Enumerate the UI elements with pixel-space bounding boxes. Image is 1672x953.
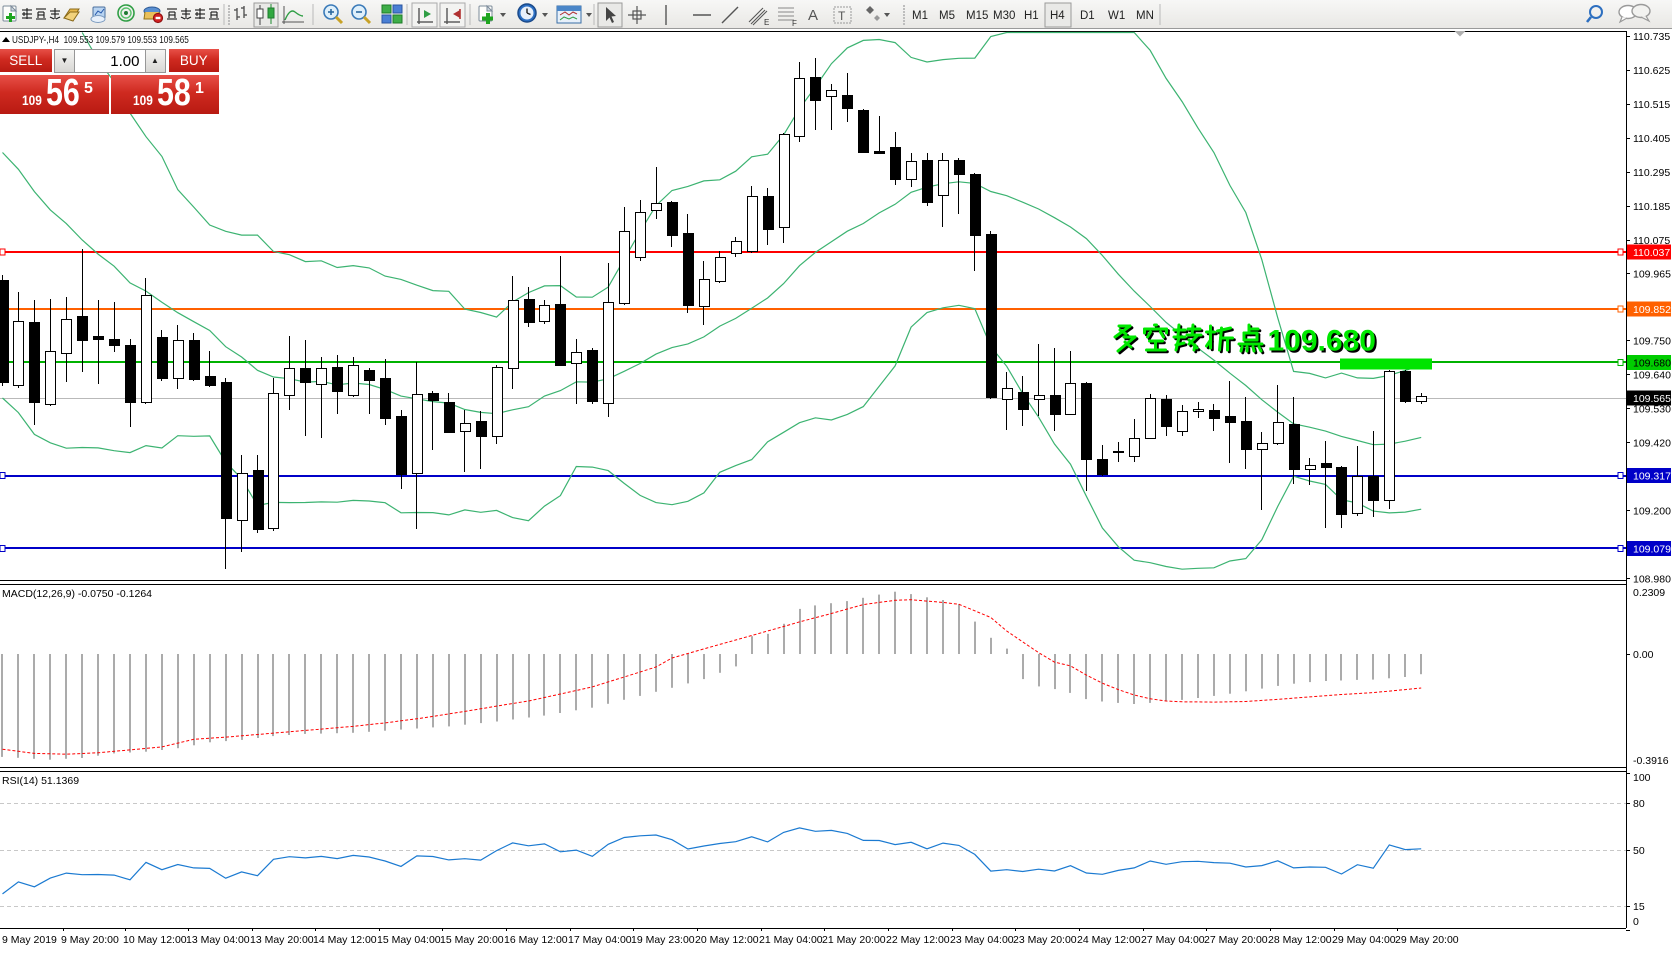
- svg-text:D1: D1: [1080, 10, 1095, 22]
- svg-text:109.965: 109.965: [1633, 268, 1671, 280]
- svg-text:15: 15: [1633, 901, 1645, 913]
- svg-text:15 May 20:00: 15 May 20:00: [440, 934, 504, 946]
- svg-text:27 May 04:00: 27 May 04:00: [1141, 934, 1205, 946]
- svg-text:0.00: 0.00: [1633, 649, 1654, 661]
- svg-text:M15: M15: [966, 10, 988, 22]
- svg-text:22 May 12:00: 22 May 12:00: [886, 934, 950, 946]
- svg-text:110.735: 110.735: [1633, 31, 1670, 43]
- svg-text:15 May 04:00: 15 May 04:00: [377, 934, 441, 946]
- svg-text:109.530: 109.530: [1633, 403, 1671, 415]
- svg-text:9 May 2019: 9 May 2019: [2, 934, 57, 946]
- svg-text:M30: M30: [993, 10, 1015, 22]
- svg-text:19 May 23:00: 19 May 23:00: [631, 934, 695, 946]
- svg-text:H4: H4: [1050, 10, 1065, 22]
- svg-text:24 May 12:00: 24 May 12:00: [1077, 934, 1141, 946]
- svg-text:H1: H1: [1024, 10, 1039, 22]
- svg-text:T: T: [838, 9, 846, 23]
- svg-text:109.680: 109.680: [1270, 327, 1378, 360]
- svg-text:MN: MN: [1136, 10, 1154, 22]
- svg-text:23 May 04:00: 23 May 04:00: [950, 934, 1014, 946]
- svg-text:108.980: 108.980: [1633, 573, 1671, 585]
- svg-text:109.852: 109.852: [1633, 304, 1671, 316]
- svg-text:21 May 20:00: 21 May 20:00: [822, 934, 886, 946]
- svg-text:9 May 20:00: 9 May 20:00: [61, 934, 119, 946]
- svg-text:109.317: 109.317: [1633, 471, 1671, 483]
- svg-text:F: F: [792, 19, 797, 28]
- svg-text:23 May 20:00: 23 May 20:00: [1013, 934, 1077, 946]
- svg-text:109.750: 109.750: [1633, 336, 1671, 348]
- svg-text:RSI(14) 51.1369: RSI(14) 51.1369: [2, 775, 79, 787]
- svg-text:110.185: 110.185: [1633, 201, 1670, 213]
- svg-text:-0.3916: -0.3916: [1633, 755, 1669, 767]
- svg-text:M1: M1: [912, 10, 928, 22]
- svg-text:13 May 20:00: 13 May 20:00: [250, 934, 314, 946]
- svg-text:110.075: 110.075: [1633, 235, 1670, 247]
- svg-text:17 May 04:00: 17 May 04:00: [568, 934, 632, 946]
- svg-text:110.625: 110.625: [1633, 65, 1670, 77]
- svg-text:29 May 20:00: 29 May 20:00: [1395, 934, 1459, 946]
- svg-text:28 May 12:00: 28 May 12:00: [1268, 934, 1332, 946]
- svg-text:109.420: 109.420: [1633, 437, 1671, 449]
- svg-text:109.079: 109.079: [1633, 544, 1671, 556]
- svg-text:W1: W1: [1108, 10, 1125, 22]
- svg-text:27 May 20:00: 27 May 20:00: [1204, 934, 1268, 946]
- svg-text:109.200: 109.200: [1633, 505, 1671, 517]
- svg-text:20 May 12:00: 20 May 12:00: [695, 934, 759, 946]
- svg-text:110.405: 110.405: [1633, 133, 1670, 145]
- svg-text:0.2309: 0.2309: [1633, 587, 1665, 599]
- svg-text:13 May 04:00: 13 May 04:00: [186, 934, 250, 946]
- svg-text:21 May 04:00: 21 May 04:00: [759, 934, 823, 946]
- svg-text:109.680: 109.680: [1268, 325, 1376, 358]
- svg-text:10 May 12:00: 10 May 12:00: [123, 934, 187, 946]
- svg-text:109.680: 109.680: [1633, 358, 1671, 370]
- svg-text:50: 50: [1633, 845, 1645, 857]
- svg-text:14 May 12:00: 14 May 12:00: [313, 934, 377, 946]
- svg-text:110.295: 110.295: [1633, 167, 1670, 179]
- svg-text:M5: M5: [939, 10, 955, 22]
- svg-text:109.565: 109.565: [1633, 393, 1671, 405]
- svg-text:16 May 12:00: 16 May 12:00: [504, 934, 568, 946]
- svg-text:80: 80: [1633, 798, 1645, 810]
- svg-text:109.640: 109.640: [1633, 370, 1671, 382]
- svg-text:110.037: 110.037: [1633, 247, 1670, 259]
- svg-text:29 May 04:00: 29 May 04:00: [1332, 934, 1396, 946]
- svg-text:110.515: 110.515: [1633, 99, 1670, 111]
- svg-text:A: A: [808, 7, 818, 24]
- svg-text:100: 100: [1633, 772, 1651, 784]
- svg-text:0: 0: [1633, 916, 1639, 928]
- svg-text:MACD(12,26,9) -0.0750 -0.1264: MACD(12,26,9) -0.0750 -0.1264: [2, 588, 152, 600]
- svg-text:E: E: [764, 18, 769, 27]
